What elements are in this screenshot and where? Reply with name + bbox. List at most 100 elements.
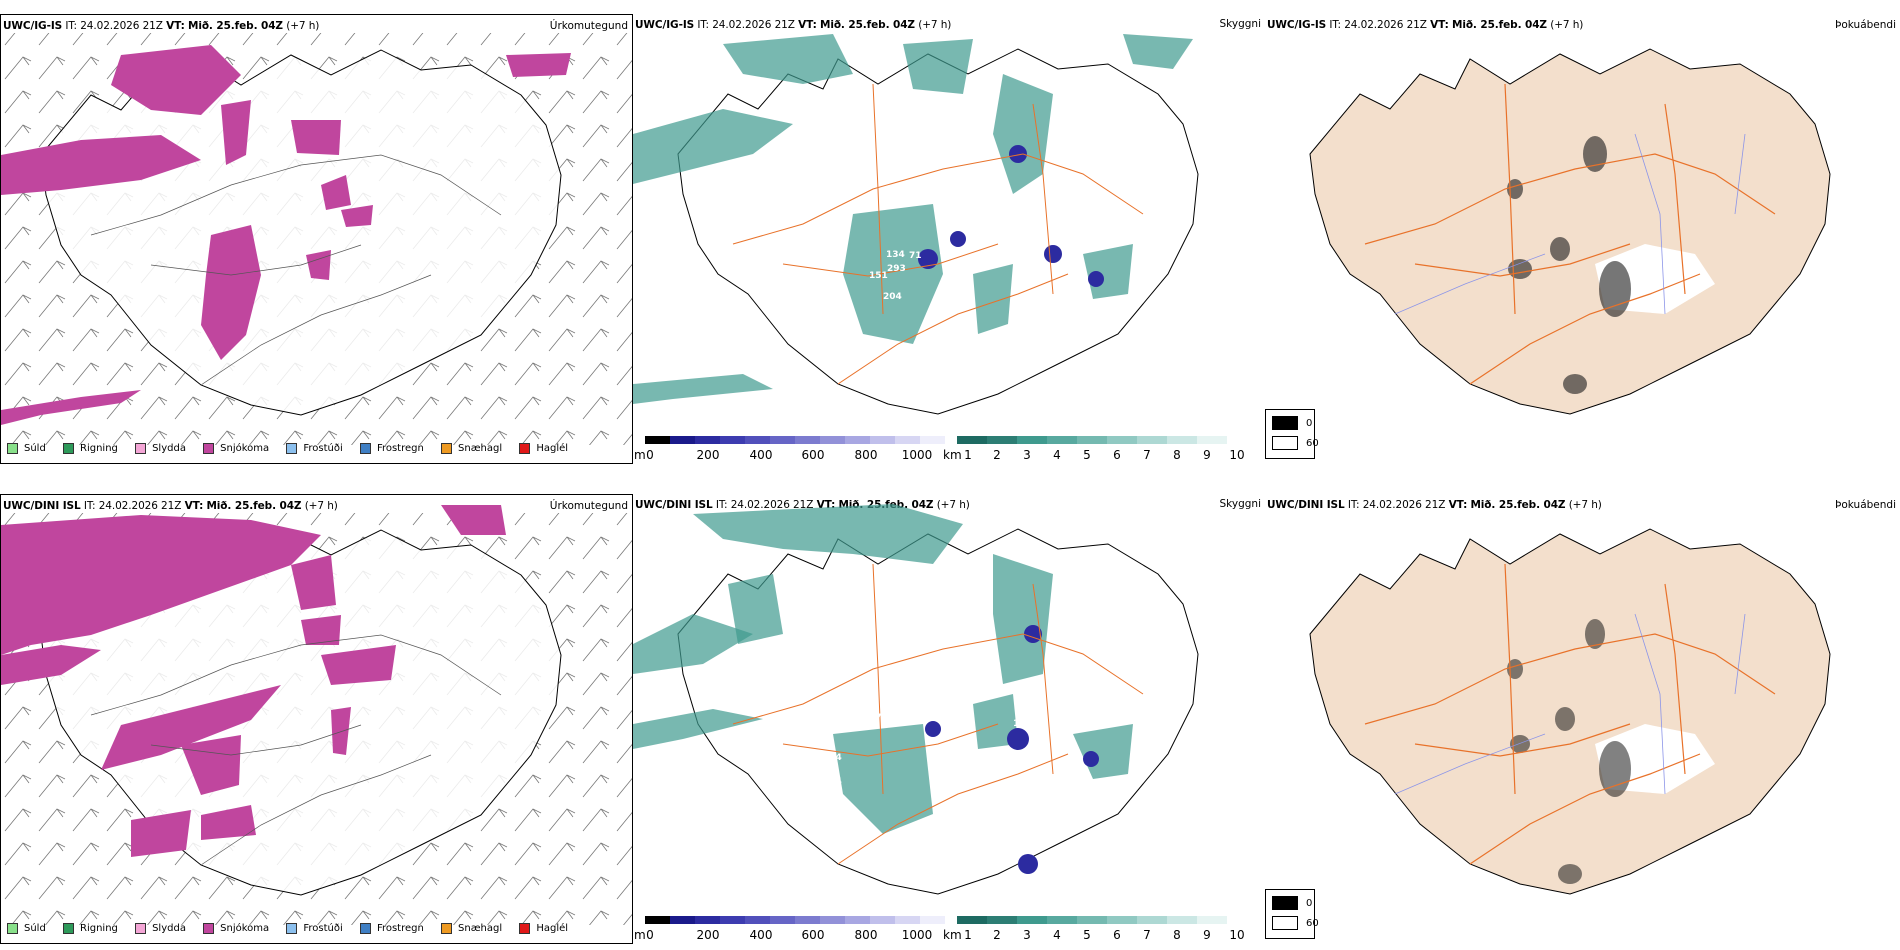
legend-swatch <box>203 923 215 934</box>
roads <box>90 154 502 386</box>
roads <box>1364 83 1776 385</box>
panel-title: UWC/DINI ISL IT: 24.02.2026 21Z VT: Mið.… <box>1267 499 1602 511</box>
precip-map <box>1 33 632 445</box>
variable-name: Þokuábendi <box>1835 499 1896 511</box>
fog-map <box>1309 528 1831 895</box>
cbar-km-tick: 4 <box>1053 928 1061 942</box>
cbar-km-tick: 2 <box>993 448 1001 462</box>
elev-label: 979 <box>869 713 888 723</box>
iceland-outline <box>1309 48 1831 415</box>
elev-label: 874 <box>823 753 842 763</box>
cbar-km-tick: 10 <box>1229 928 1245 942</box>
legend-label: 0 <box>1306 417 1313 429</box>
legend-item-rigning: Rigning <box>63 443 118 454</box>
elev-label: 417 <box>943 600 962 610</box>
cbar-m-unit: m <box>634 448 646 462</box>
cbar-m-unit: m <box>634 928 646 942</box>
snow-areas <box>1 505 506 857</box>
cbar-km-tick: 6 <box>1113 448 1121 462</box>
legend-swatch <box>1272 436 1298 450</box>
roads <box>732 563 1144 865</box>
cbar-m-tick: 1000 <box>901 448 933 462</box>
elev-label: 293 <box>887 264 906 274</box>
legend-swatch <box>519 923 531 934</box>
cloud-base-panel-2: UWC/DINI ISL IT: 24.02.2026 21Z VT: Mið.… <box>633 494 1265 944</box>
elev-label: 140 <box>1013 719 1032 729</box>
elev-label: 86 <box>953 185 966 195</box>
cbar-m <box>645 916 1227 924</box>
elev-label: 133 <box>1013 265 1032 275</box>
panel-title: UWC/IG-IS IT: 24.02.2026 21Z VT: Mið. 25… <box>635 19 952 31</box>
cbar-km-tick: 4 <box>1053 448 1061 462</box>
cbar-m-tick: 600 <box>801 928 825 942</box>
cbar-m-tick: 600 <box>801 448 825 462</box>
legend-item-rigning: Rigning <box>63 923 118 934</box>
cbar-km-tick: 3 <box>1023 448 1031 462</box>
legend-item-snjokoma: Snjókoma <box>203 443 269 454</box>
elevation-labels: 314 417 20 964 122 145 979 140 874 944 8… <box>737 569 1032 879</box>
low-cloud-areas <box>633 34 1193 404</box>
precip-type-panel-2: UWC/DINI ISL IT: 24.02.2026 21Z VT: Mið.… <box>0 494 633 944</box>
legend-swatch <box>203 443 215 454</box>
cbar-m-tick: 800 <box>854 448 878 462</box>
elev-label: 204 <box>883 292 902 302</box>
elev-label: 202 <box>945 142 964 152</box>
cbar-m-tick: 800 <box>854 928 878 942</box>
legend-item-snaehagl: Snæhagl <box>441 443 502 454</box>
legend-swatch <box>519 443 531 454</box>
elev-label: 20 <box>933 603 946 613</box>
legend-swatch <box>1272 416 1298 430</box>
low-base-areas <box>918 145 1104 287</box>
variable-name: Úrkomutegund <box>549 20 628 32</box>
fog-areas <box>1507 619 1631 884</box>
legend-item-frostudi: Frostúði <box>286 923 343 934</box>
elev-label: 314 <box>737 569 756 579</box>
cbar-m-swatches <box>645 436 945 444</box>
fog-legend: 0 60 <box>1265 889 1319 939</box>
legend-label: 0 <box>1306 897 1313 909</box>
elev-label: 469 <box>936 123 955 133</box>
cloud-base-map: 703 469 215 202 86 134 71 119 293 151 13… <box>633 34 1199 415</box>
cbar-m-tick: 0 <box>646 928 654 942</box>
precip-legend: Súld Rigning Slydda Snjókoma Frostúði Fr… <box>7 923 582 937</box>
cbar-km-tick: 8 <box>1173 928 1181 942</box>
roads <box>90 634 502 866</box>
variable-name: Skyggni <box>1219 18 1262 30</box>
cbar-m-tick: 200 <box>696 448 720 462</box>
elevation-labels: 703 469 215 202 86 134 71 119 293 151 13… <box>703 123 1032 387</box>
legend-label: 60 <box>1306 917 1319 929</box>
elev-label: 88 <box>929 867 942 877</box>
cbar-km-tick: 7 <box>1143 448 1151 462</box>
cbar-m-tick: 200 <box>696 928 720 942</box>
cbar-km-tick: 1 <box>964 928 972 942</box>
elev-label: 944 <box>823 777 842 787</box>
cbar-km-tick: 9 <box>1203 928 1211 942</box>
legend-swatch <box>63 923 74 934</box>
elev-label: 24 <box>931 377 944 387</box>
legend-swatch <box>441 923 453 934</box>
fog-map <box>1309 48 1831 415</box>
cloud-base-panel-1: UWC/IG-IS IT: 24.02.2026 21Z VT: Mið. 25… <box>633 14 1265 464</box>
panel-title: UWC/DINI ISL IT: 24.02.2026 21Z VT: Mið.… <box>3 500 338 512</box>
cbar-km-tick: 9 <box>1203 448 1211 462</box>
precip-map <box>1 505 632 925</box>
legend-label: 60 <box>1306 437 1319 449</box>
fog-panel-1: UWC/IG-IS IT: 24.02.2026 21Z VT: Mið. 25… <box>1265 14 1900 464</box>
legend-item-frostregn: Frostregn <box>359 923 424 934</box>
legend-swatch <box>63 443 74 454</box>
elev-label: 145 <box>892 699 911 709</box>
cbar-km-tick: 3 <box>1023 928 1031 942</box>
legend-swatch <box>1272 896 1298 910</box>
legend-item-frostudi: Frostúði <box>286 443 343 454</box>
panel-title: UWC/IG-IS IT: 24.02.2026 21Z VT: Mið. 25… <box>3 20 320 32</box>
legend-item-haglel: Haglél <box>519 443 568 454</box>
legend-item-haglel: Haglél <box>519 923 568 934</box>
legend-swatch <box>135 923 147 934</box>
legend-item-snaehagl: Snæhagl <box>441 923 502 934</box>
cbar-m-tick: 400 <box>749 448 773 462</box>
cbar-km-tick: 1 <box>964 448 972 462</box>
variable-name: Úrkomutegund <box>549 500 628 512</box>
elev-label: 134 <box>886 250 905 260</box>
legend-item-sudl: Súld <box>7 443 46 454</box>
legend-item-slydda: Slydda <box>135 443 186 454</box>
